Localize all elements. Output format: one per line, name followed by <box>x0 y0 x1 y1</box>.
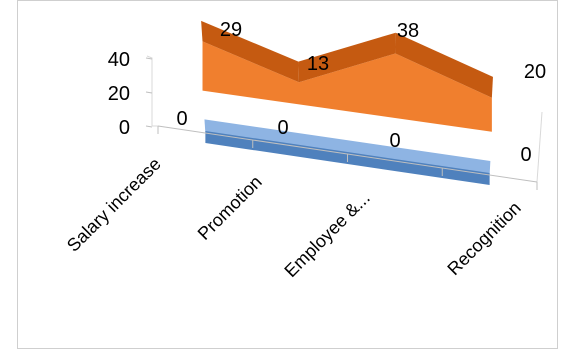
data-label-orange: 13 <box>307 53 329 75</box>
series-back-group <box>201 20 493 132</box>
y-tick <box>145 91 153 94</box>
y-tick-label: 40 <box>108 49 130 71</box>
floor-right-edge <box>536 111 543 183</box>
series-orange-top-segment <box>298 32 396 83</box>
data-label-orange: 29 <box>220 19 242 41</box>
series-orange-top-segment <box>201 20 299 83</box>
series-orange-front-face <box>202 41 492 132</box>
y-tick-label: 20 <box>108 83 130 105</box>
y-axis: 0 20 40 <box>108 49 153 139</box>
data-label-orange: 20 <box>524 61 546 83</box>
data-label-orange: 38 <box>397 20 419 42</box>
series-orange-top-segment <box>395 32 493 98</box>
data-label-blue: 0 <box>277 117 288 139</box>
y-tick-label: 0 <box>119 117 130 139</box>
y-tick <box>145 125 153 128</box>
y-tick <box>145 57 153 60</box>
data-label-blue: 0 <box>389 130 400 152</box>
side-wall-edge <box>146 55 153 126</box>
data-label-blue: 0 <box>520 144 531 166</box>
data-label-blue: 0 <box>176 108 187 130</box>
chart-walls <box>146 55 543 183</box>
series-blue-top-surface <box>204 119 491 175</box>
data-labels: 29 13 38 20 0 0 0 0 <box>176 19 546 166</box>
